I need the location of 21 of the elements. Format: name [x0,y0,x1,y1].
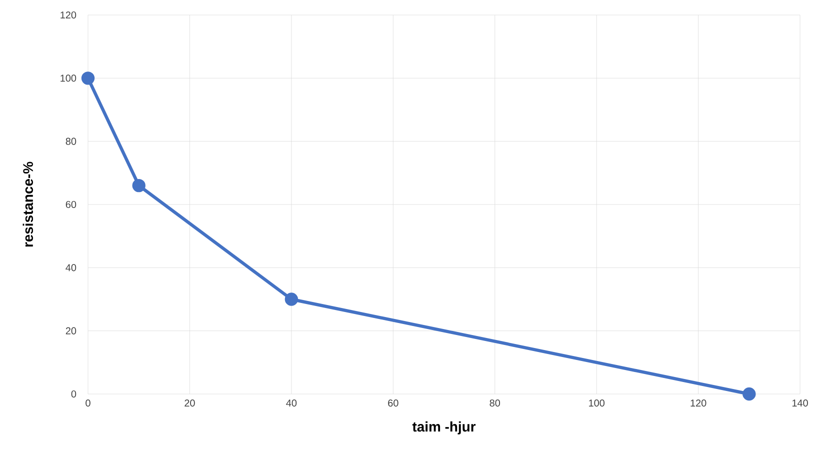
point [132,178,146,192]
x-tick-label: 120 [690,400,706,407]
x-tick-label: 60 [388,400,398,407]
x-axis-title: taim -hjur [412,421,476,434]
y-axis-title: resistance-% [22,162,34,247]
y-tick-label: 120 [60,11,76,19]
y-tick-label: 80 [66,138,76,145]
point [81,72,95,85]
y-tick-label: 20 [66,327,76,334]
x-tick-label: 140 [792,400,808,407]
x-tick-label: 0 [86,400,90,407]
y-tick-label: 0 [71,390,76,398]
x-tick-label: 80 [490,400,500,407]
y-tick-label: 40 [66,264,76,272]
y-tick-label: 60 [66,200,76,208]
point [284,292,298,306]
x-tick-label: 40 [286,400,297,407]
x-tick-label: 20 [184,400,195,407]
y-tick-label: 100 [60,74,76,82]
x-tick-label: 100 [589,400,604,407]
point [742,387,756,401]
